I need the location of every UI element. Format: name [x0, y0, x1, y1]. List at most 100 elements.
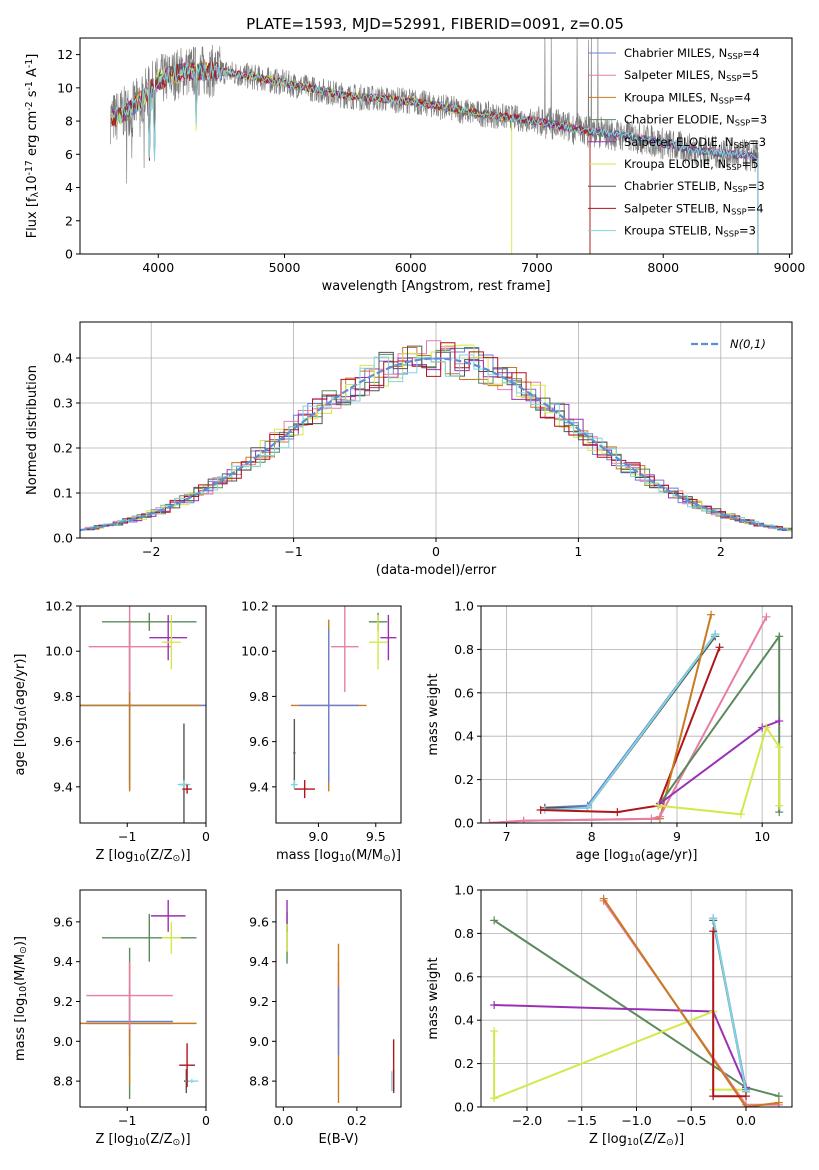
legend-nssp: =5: [742, 68, 759, 82]
subscript: ⊙: [173, 853, 181, 864]
axes-border: [275, 889, 402, 1108]
panel-spectrum: 4000 5000 6000 7000 8000 9000 0 2 4 6 8 10 12 wavelen…: [24, 37, 805, 294]
label-text: )]: [180, 1132, 190, 1147]
label-text: (M/M: [13, 954, 28, 986]
axes-frame: 0.0 0.2 8.8 9.0 9.2 9.4 9.6 E(B-V): [249, 889, 402, 1147]
errorbar-point: [150, 899, 186, 932]
axes-border: [480, 605, 793, 824]
errorbar-point: [293, 719, 296, 787]
x-axis-label: wavelength [Angstrom, rest frame]: [322, 279, 551, 294]
tick-label-y: 12: [57, 47, 73, 62]
tick-label-y: 0.2: [454, 1056, 474, 1071]
errorbar-point: [88, 606, 171, 692]
axes-border: [275, 605, 402, 824]
errorbar-point: [298, 628, 359, 783]
mass-weight-series: [485, 610, 716, 823]
tick-label-y: 9.6: [53, 734, 73, 749]
tick-label-y: 0.8: [454, 926, 474, 941]
tick-label-x: 1: [574, 544, 582, 559]
tick-label-y: 2: [65, 213, 73, 228]
legend-nssp: =3: [750, 113, 767, 127]
x-axis-label: age [log10​(age/yr)]: [576, 848, 698, 864]
legend-label: Chabrier STELIB, NSSP=3: [624, 179, 765, 194]
tick-label-y: 0.0: [454, 816, 474, 831]
label-text: (Z/Z: [145, 1132, 172, 1147]
label-text: mass weight: [426, 957, 441, 1039]
tick-label-y: 0.2: [454, 772, 474, 787]
y-axis-label: mass weight: [426, 957, 441, 1039]
tick-label-y: 0.8: [454, 642, 474, 657]
subscript: ⊙: [666, 1137, 674, 1148]
panel-age-vs-mass: 9.0 9.5 9.4 9.6 9.8 10.0 10.2 mass [log10​(M/M⊙…: [241, 599, 402, 864]
tick-label-x: −1.0: [621, 1113, 651, 1128]
legend-nssp: =3: [748, 179, 765, 193]
mass-weight-series: [485, 612, 771, 823]
tick-label-y: 9.0: [53, 1034, 73, 1049]
label-text: )]: [391, 848, 401, 863]
label-text: (Z/Z: [145, 848, 172, 863]
label-text: A: [25, 68, 40, 81]
tick-label-x: −1.5: [567, 1113, 597, 1128]
superscript: -1: [24, 81, 35, 90]
legend-label: Kroupa STELIB, NSSP=3: [624, 224, 756, 239]
axes-frame: 9.0 9.5 9.4 9.6 9.8 10.0 10.2 mass [log10​(M/M⊙…: [241, 599, 402, 864]
series-line: [493, 1010, 746, 1100]
tick-label-x: −1: [118, 1113, 136, 1128]
errorbar-point: [182, 784, 192, 794]
tick-label-x: 0: [202, 829, 210, 844]
legend-subscript: SSP: [731, 206, 746, 216]
legend-model-name: Salpeter STELIB, N: [624, 201, 731, 215]
plot-area: [286, 899, 395, 1104]
legend-model-name: Kroupa STELIB, N: [624, 224, 724, 238]
legend-label: Kroupa ELODIE, NSSP=5: [624, 157, 759, 172]
legend-label: Salpeter STELIB, NSSP=4: [624, 201, 764, 216]
label-text: E(B-V): [318, 1132, 358, 1147]
legend-label: Salpeter ELODIE, NSSP=3: [624, 135, 766, 150]
mass-weight-series: [599, 894, 783, 1107]
label-text: (Z/Z: [639, 1132, 666, 1147]
tick-label-y: 9.8: [53, 689, 73, 704]
superscript: -1: [24, 59, 35, 68]
legend-nssp: =5: [742, 157, 759, 171]
series-line: [602, 898, 780, 1107]
subscript: 10: [133, 1137, 145, 1148]
tick-label-y: 0.0: [53, 531, 73, 546]
panel-age-vs-Z: −1 0 9.4 9.6 9.8 10.0 10.2 Z [log10​(Z/Z⊙​)] age…: [13, 599, 210, 865]
y-axis-label: Normed distribution: [25, 365, 40, 495]
x-axis-label: Z [log10​(Z/Z⊙​)]: [589, 1132, 684, 1148]
y-axis-label: Flux [fλ​10-17​ erg cm-2​ s-1​ A-1​]: [24, 54, 41, 239]
subscript: 10: [627, 1137, 639, 1148]
tick-label-x: 8: [588, 829, 596, 844]
superscript: -17: [24, 160, 35, 175]
tick-label-y: 1.0: [454, 599, 474, 614]
tick-label-x: 9: [673, 829, 681, 844]
mass-weight-series: [655, 717, 784, 808]
subscript: 10: [133, 853, 145, 864]
plot-area: [80, 340, 792, 532]
errorbar-point: [380, 615, 397, 661]
errorbar-point: [290, 780, 298, 790]
errorbar-point: [149, 615, 188, 661]
legend-nssp: =3: [739, 224, 756, 238]
subscript: ⊙: [173, 1137, 181, 1148]
tick-label-x: 6000: [395, 260, 427, 275]
legend-subscript: SSP: [726, 73, 741, 83]
tick-label-y: 8.8: [249, 1074, 269, 1089]
model-spectrum-line: [111, 61, 759, 254]
label-text: Z [log: [95, 848, 133, 863]
legend-subscript: SSP: [724, 229, 739, 239]
legend-label: Chabrier ELODIE, NSSP=3: [624, 113, 767, 128]
errorbar-point: [102, 612, 197, 631]
tick-label-y: 9.4: [53, 779, 73, 794]
errorbar-point: [368, 615, 388, 670]
errorbar-point: [331, 606, 359, 692]
label-text: (age/yr)]: [13, 654, 28, 711]
axes-border: [79, 37, 793, 255]
tick-label-x: 0.0: [736, 1113, 756, 1128]
y-axis-label: mass weight: [426, 673, 441, 755]
figure-title: PLATE=1593, MJD=52991, FIBERID=0091, z=0…: [246, 15, 624, 33]
tick-label-y: 9.4: [249, 954, 269, 969]
legend-label: Chabrier MILES, NSSP=4: [624, 46, 760, 61]
tick-label-x: 7: [503, 829, 511, 844]
